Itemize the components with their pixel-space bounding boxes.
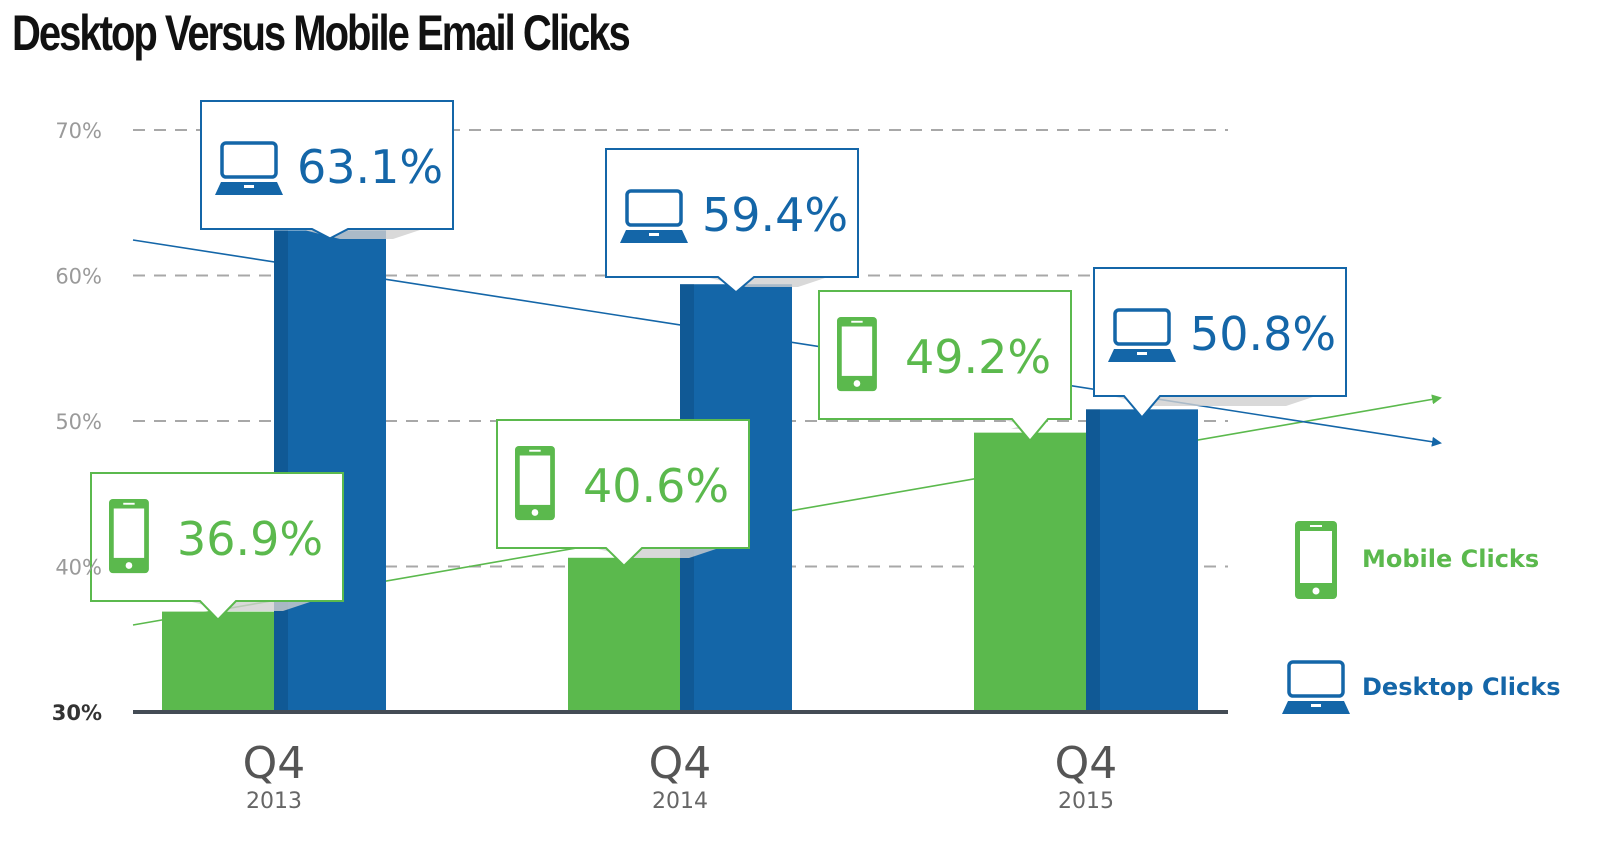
- data-label: 40.6%: [583, 459, 729, 513]
- x-tick-year: 2014: [652, 789, 708, 814]
- data-label: 63.1%: [297, 140, 443, 194]
- desktop-bar-shade: [274, 230, 288, 712]
- callout-box: [200, 100, 454, 240]
- data-label: 36.9%: [177, 512, 323, 566]
- laptop-icon: [1108, 308, 1176, 362]
- mobile-phone-icon: [109, 499, 149, 574]
- mobile-value-callout: 36.9%: [90, 472, 344, 622]
- legend-label-mobile: Mobile Clicks: [1362, 545, 1539, 573]
- y-tick-label: 40%: [55, 556, 102, 580]
- data-label: 50.8%: [1190, 307, 1336, 361]
- legend-label-desktop: Desktop Clicks: [1362, 673, 1560, 701]
- mobile-value-callout: 40.6%: [496, 419, 750, 568]
- y-tick-label: 30%: [52, 701, 102, 725]
- mobile-value-callout: 49.2%: [818, 290, 1072, 443]
- laptop-icon: [620, 189, 688, 243]
- mobile-bar: [568, 557, 680, 712]
- callout-box: [90, 472, 344, 622]
- desktop-value-callout: 59.4%: [605, 148, 859, 294]
- callout-shadow: [1112, 396, 1316, 406]
- mobile-phone-icon: [837, 317, 877, 392]
- y-tick-label: 50%: [55, 410, 102, 434]
- x-tick-quarter: Q4: [1055, 738, 1118, 789]
- laptop-icon: [1282, 660, 1350, 714]
- x-tick-quarter: Q4: [649, 738, 712, 789]
- x-tick-year: 2015: [1058, 789, 1114, 814]
- callout-box: [496, 419, 750, 568]
- mobile-phone-icon: [1295, 521, 1337, 599]
- x-tick-quarter: Q4: [243, 738, 306, 789]
- mobile-bar: [974, 432, 1086, 712]
- data-label: 59.4%: [702, 188, 848, 242]
- mobile-phone-icon: [515, 446, 555, 521]
- chart-title: Desktop Versus Mobile Email Clicks: [12, 5, 631, 61]
- desktop-bar: [274, 230, 386, 712]
- value-callouts: 36.9% 40.6% 49.2% 63.1% 59.4% 50.8%: [90, 100, 1347, 622]
- callout-box: [818, 290, 1072, 443]
- legend: Mobile Clicks Desktop Clicks: [1282, 521, 1560, 714]
- y-tick-label: 70%: [55, 119, 102, 143]
- desktop-value-callout: 63.1%: [200, 100, 454, 240]
- laptop-icon: [215, 141, 283, 195]
- desktop-bar: [1086, 409, 1198, 712]
- y-tick-label: 60%: [55, 265, 102, 289]
- data-label: 49.2%: [905, 330, 1051, 384]
- desktop-bar-shade: [1086, 409, 1100, 712]
- callout-box: [1093, 267, 1347, 419]
- x-tick-year: 2013: [246, 789, 302, 814]
- callout-box: [605, 148, 859, 294]
- desktop-value-callout: 50.8%: [1093, 267, 1347, 419]
- mobile-bar: [162, 611, 274, 712]
